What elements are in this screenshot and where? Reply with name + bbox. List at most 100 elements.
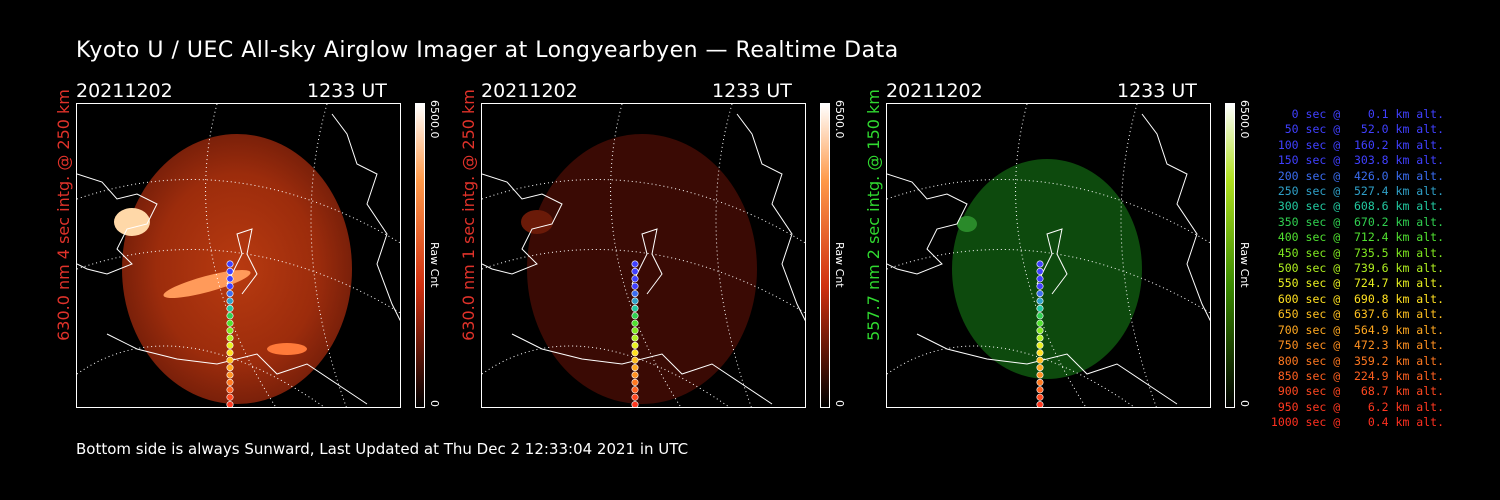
panel-wavelength-label: 630.0 nm 4 sec intg. @ 250 km xyxy=(54,89,73,341)
trajectory-marker xyxy=(226,378,234,386)
legend-row: 750 sec @ 472.3 km alt. xyxy=(1270,338,1444,353)
trajectory-markers xyxy=(631,260,639,407)
trajectory-marker xyxy=(631,260,639,268)
trajectory-marker xyxy=(631,267,639,275)
trajectory-marker xyxy=(1036,319,1044,327)
legend-row: 850 sec @ 224.9 km alt. xyxy=(1270,368,1444,383)
trajectory-marker xyxy=(226,312,234,320)
legend-row: 1000 sec @ 0.4 km alt. xyxy=(1270,415,1444,430)
trajectory-marker xyxy=(631,378,639,386)
colorbar xyxy=(1225,103,1235,408)
trajectory-marker xyxy=(1036,312,1044,320)
colorbar-max: 6500.0 xyxy=(1238,100,1251,139)
trajectory-markers xyxy=(226,260,234,407)
trajectory-legend: 0 sec @ 0.1 km alt. 50 sec @ 52.0 km alt… xyxy=(1262,107,1452,431)
colorbar-unit: Raw Cnt xyxy=(1238,242,1251,288)
trajectory-marker xyxy=(1036,378,1044,386)
allsky-image xyxy=(76,103,401,408)
legend-row: 50 sec @ 52.0 km alt. xyxy=(1270,122,1444,137)
trajectory-marker xyxy=(1036,260,1044,268)
legend-row: 700 sec @ 564.9 km alt. xyxy=(1270,322,1444,337)
trajectory-marker xyxy=(631,275,639,283)
footer-status: Bottom side is always Sunward, Last Upda… xyxy=(76,440,689,458)
trajectory-marker xyxy=(631,297,639,305)
trajectory-marker xyxy=(226,319,234,327)
allsky-map xyxy=(887,104,1210,407)
panel-date: 20211202 xyxy=(76,80,173,102)
legend-row: 300 sec @ 608.6 km alt. xyxy=(1270,199,1444,214)
trajectory-marker xyxy=(631,371,639,379)
trajectory-marker xyxy=(1036,364,1044,372)
legend-row: 650 sec @ 637.6 km alt. xyxy=(1270,307,1444,322)
colorbar-min: 0 xyxy=(428,400,441,407)
legend-row: 250 sec @ 527.4 km alt. xyxy=(1270,184,1444,199)
allsky-map xyxy=(482,104,805,407)
trajectory-marker xyxy=(1036,386,1044,394)
trajectory-marker xyxy=(1036,282,1044,290)
legend-row: 500 sec @ 739.6 km alt. xyxy=(1270,261,1444,276)
trajectory-markers xyxy=(1036,260,1044,407)
panel-time: 1233 UT xyxy=(307,80,387,102)
trajectory-marker xyxy=(1036,327,1044,335)
legend-row: 400 sec @ 712.4 km alt. xyxy=(1270,230,1444,245)
aurora-patch xyxy=(521,210,553,234)
legend-row: 150 sec @ 303.8 km alt. xyxy=(1270,153,1444,168)
trajectory-marker xyxy=(226,334,234,342)
trajectory-marker xyxy=(631,304,639,312)
trajectory-marker xyxy=(1036,356,1044,364)
legend-row: 0 sec @ 0.1 km alt. xyxy=(1270,107,1444,121)
trajectory-marker xyxy=(1036,297,1044,305)
trajectory-marker xyxy=(631,356,639,364)
trajectory-marker xyxy=(1036,349,1044,357)
trajectory-marker xyxy=(226,386,234,394)
legend-row: 550 sec @ 724.7 km alt. xyxy=(1270,276,1444,291)
coastlines xyxy=(887,113,1210,405)
trajectory-marker xyxy=(631,327,639,335)
trajectory-marker xyxy=(226,341,234,349)
legend-row: 350 sec @ 670.2 km alt. xyxy=(1270,214,1444,229)
trajectory-marker xyxy=(226,349,234,357)
legend-row: 900 sec @ 68.7 km alt. xyxy=(1270,384,1444,399)
graticule xyxy=(77,104,400,407)
aurora-arc xyxy=(267,343,307,355)
allsky-map xyxy=(77,104,400,407)
graticule xyxy=(482,104,805,407)
trajectory-marker xyxy=(631,349,639,357)
trajectory-marker xyxy=(631,282,639,290)
trajectory-marker xyxy=(631,386,639,394)
colorbar xyxy=(415,103,425,408)
allsky-field-of-view xyxy=(952,159,1142,379)
panel-time: 1233 UT xyxy=(1117,80,1197,102)
panel-630-4sec: 20211202 1233 UT 630.0 nm 4 sec intg. @ … xyxy=(54,80,476,430)
trajectory-marker xyxy=(226,260,234,268)
trajectory-marker xyxy=(631,319,639,327)
trajectory-marker xyxy=(1036,341,1044,349)
legend-row: 100 sec @ 160.2 km alt. xyxy=(1270,137,1444,152)
trajectory-marker xyxy=(1036,267,1044,275)
panel-date: 20211202 xyxy=(886,80,983,102)
trajectory-marker xyxy=(226,267,234,275)
trajectory-marker xyxy=(631,364,639,372)
trajectory-marker xyxy=(226,393,234,401)
colorbar xyxy=(820,103,830,408)
panel-557-2sec: 20211202 1233 UT 557.7 nm 2 sec intg. @ … xyxy=(864,80,1286,430)
allsky-image xyxy=(886,103,1211,408)
trajectory-marker xyxy=(1036,304,1044,312)
colorbar-max: 6500.0 xyxy=(833,100,846,139)
trajectory-marker xyxy=(1036,290,1044,298)
panel-time: 1233 UT xyxy=(712,80,792,102)
colorbar-max: 6500.0 xyxy=(428,100,441,139)
panel-date: 20211202 xyxy=(481,80,578,102)
legend-row: 600 sec @ 690.8 km alt. xyxy=(1270,291,1444,306)
legend-row: 450 sec @ 735.5 km alt. xyxy=(1270,245,1444,260)
legend-row: 950 sec @ 6.2 km alt. xyxy=(1270,399,1444,414)
trajectory-marker xyxy=(226,356,234,364)
legend-row: 800 sec @ 359.2 km alt. xyxy=(1270,353,1444,368)
trajectory-marker xyxy=(226,290,234,298)
trajectory-marker xyxy=(1036,334,1044,342)
coastlines xyxy=(77,113,400,405)
trajectory-marker xyxy=(631,290,639,298)
trajectory-marker xyxy=(631,341,639,349)
panel-wavelength-label: 557.7 nm 2 sec intg. @ 150 km xyxy=(864,89,883,341)
allsky-field-of-view xyxy=(527,134,757,404)
